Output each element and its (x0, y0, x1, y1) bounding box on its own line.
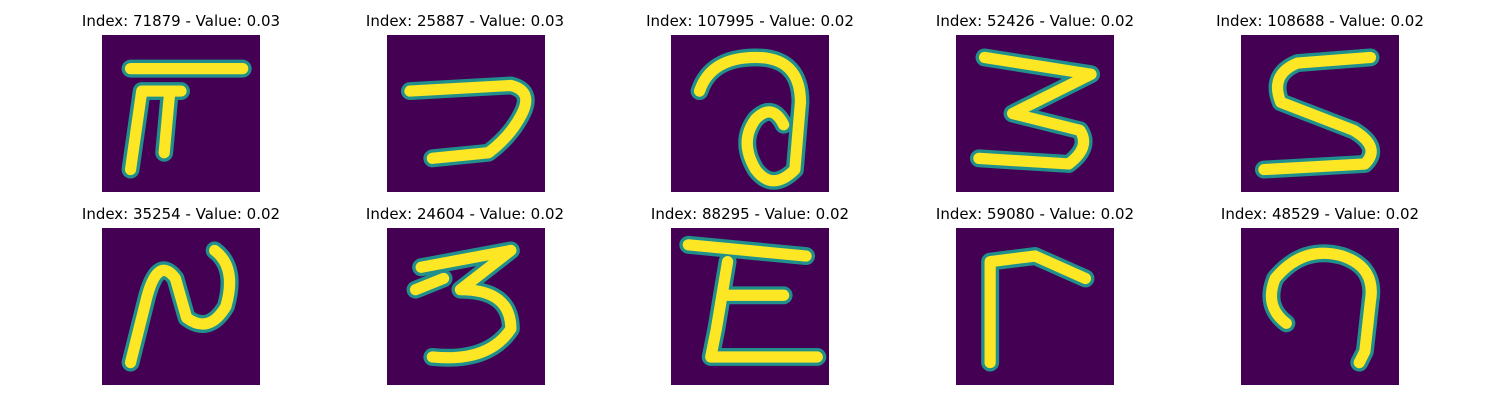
panel-title: Index: 35254 - Value: 0.02 (81, 205, 281, 223)
digit-image (1241, 228, 1399, 385)
digit-image (102, 35, 260, 192)
panel-title: Index: 88295 - Value: 0.02 (650, 205, 850, 223)
panel-title: Index: 59080 - Value: 0.02 (935, 205, 1135, 223)
digit-image (1241, 35, 1399, 192)
digit-image (102, 228, 260, 385)
panel-title: Index: 24604 - Value: 0.02 (365, 205, 565, 223)
panel-title: Index: 25887 - Value: 0.03 (365, 12, 565, 30)
panel-title: Index: 71879 - Value: 0.03 (81, 12, 281, 30)
digit-image (671, 35, 829, 192)
panel-title: Index: 107995 - Value: 0.02 (646, 12, 854, 30)
digit-image (671, 228, 829, 385)
panel-title: Index: 48529 - Value: 0.02 (1220, 205, 1420, 223)
digit-image (387, 35, 545, 192)
panel-title: Index: 108688 - Value: 0.02 (1216, 12, 1424, 30)
digit-image (956, 228, 1114, 385)
panel-title: Index: 52426 - Value: 0.02 (935, 12, 1135, 30)
digit-image (956, 35, 1114, 192)
digit-image (387, 228, 545, 385)
